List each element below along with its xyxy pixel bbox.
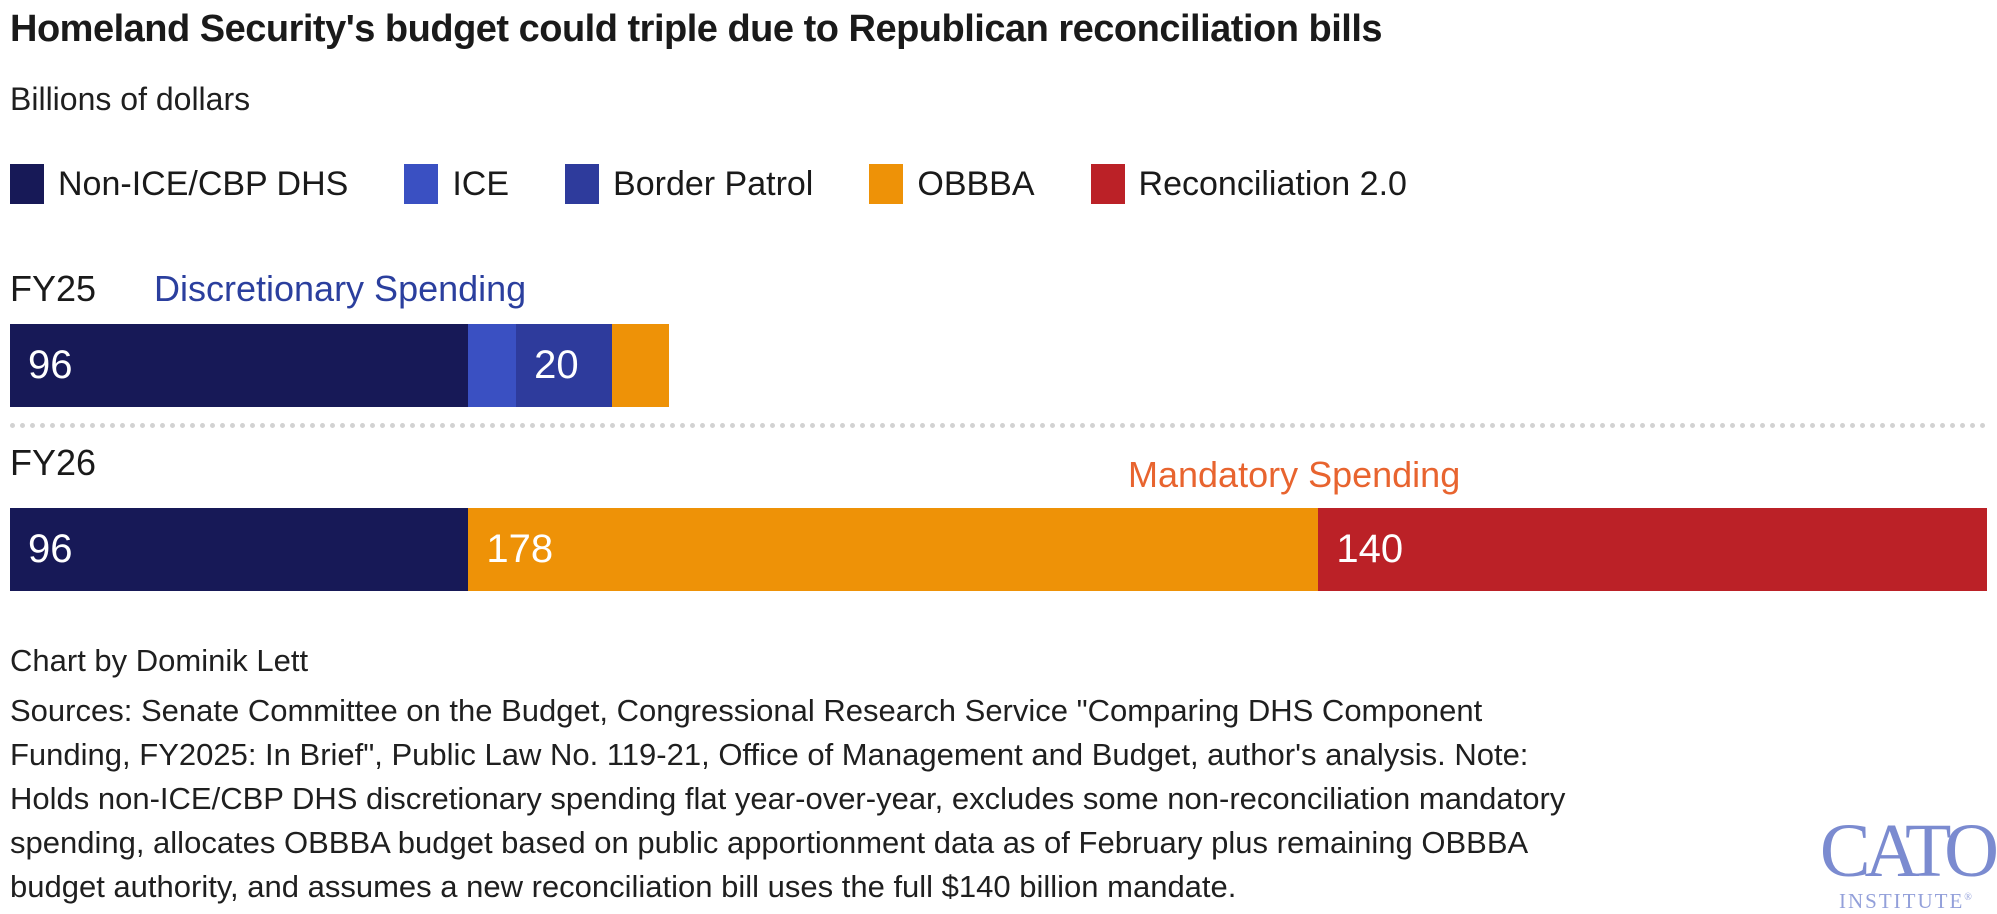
legend-swatch (404, 164, 439, 204)
legend-swatch (565, 164, 600, 204)
legend-label: Non-ICE/CBP DHS (58, 164, 349, 203)
legend-item: Non-ICE/CBP DHS (10, 164, 348, 204)
legend-swatch (10, 164, 44, 204)
legend-swatch (869, 164, 904, 204)
legend-item: Border Patrol (565, 164, 813, 204)
row-header: FY25 Discretionary Spending (10, 268, 1987, 316)
cato-institute-logo: CATO INSTITUTE® (1819, 809, 1997, 913)
bar-segment-border-patrol: 20 (516, 324, 612, 407)
legend-item: OBBBA (869, 164, 1035, 204)
stacked-bar-fy25: 96 20 (10, 324, 1987, 407)
chart-credit: Chart by Dominik Lett (10, 643, 309, 678)
legend-swatch (1090, 164, 1125, 204)
sources-note: Sources: Senate Committee on the Budget,… (10, 689, 1997, 909)
chart-subtitle: Billions of dollars (10, 81, 251, 117)
row-label-fy26: FY26 (10, 442, 97, 483)
bar-value-label: 96 (28, 527, 73, 571)
stacked-bar-chart: FY25 Discretionary Spending 96 20 FY26 Mandat… (10, 268, 1987, 591)
logo-wordmark: CATO (1819, 809, 1997, 893)
chart-title: Homeland Security's budget could triple … (10, 8, 1383, 50)
bar-segment-obbba (611, 324, 669, 407)
source-line: Funding, FY2025: In Brief", Public Law N… (10, 737, 1529, 772)
bar-segment-non-ice-cbp-dhs: 96 (10, 324, 469, 407)
legend-label: Border Patrol (613, 164, 814, 203)
legend-label: ICE (452, 164, 510, 203)
bar-value-label: 96 (28, 343, 73, 387)
registered-mark: ® (1964, 892, 1974, 903)
source-line: budget authority, and assumes a new reco… (10, 869, 1237, 904)
stacked-bar-fy26: 96 178 140 (10, 508, 1987, 591)
spending-annotation: Discretionary Spending (154, 268, 527, 309)
bar-segment-reconciliation-2-0: 140 (1318, 508, 1987, 591)
source-line: spending, allocates OBBBA budget based o… (10, 825, 1529, 860)
row-label-fy25: FY25 (10, 268, 97, 309)
legend-item: Reconciliation 2.0 (1090, 164, 1407, 204)
source-line: Holds non-ICE/CBP DHS discretionary spen… (10, 781, 1566, 816)
legend-item: ICE (404, 164, 509, 204)
source-line: Sources: Senate Committee on the Budget,… (10, 693, 1483, 728)
spending-annotation: Mandatory Spending (1128, 454, 1461, 495)
legend: Non-ICE/CBP DHS ICE Border Patrol OBBBA Reco… (10, 164, 1997, 204)
bar-segment-obbba: 178 (468, 508, 1319, 591)
row-header: FY26 Mandatory Spending (10, 442, 1987, 500)
legend-label: Reconciliation 2.0 (1138, 164, 1407, 203)
bar-value-label: 178 (486, 527, 554, 571)
bar-value-label: 20 (534, 343, 579, 387)
bar-segment-ice (468, 324, 517, 407)
footer: Chart by Dominik Lett Sources: Senate Co… (10, 643, 1997, 909)
bar-value-label: 140 (1336, 527, 1404, 571)
logo-subtext: INSTITUTE® (1838, 889, 1974, 913)
row-divider (10, 423, 1987, 428)
bar-segment-non-ice-cbp-dhs: 96 (10, 508, 469, 591)
legend-label: OBBBA (917, 164, 1035, 203)
